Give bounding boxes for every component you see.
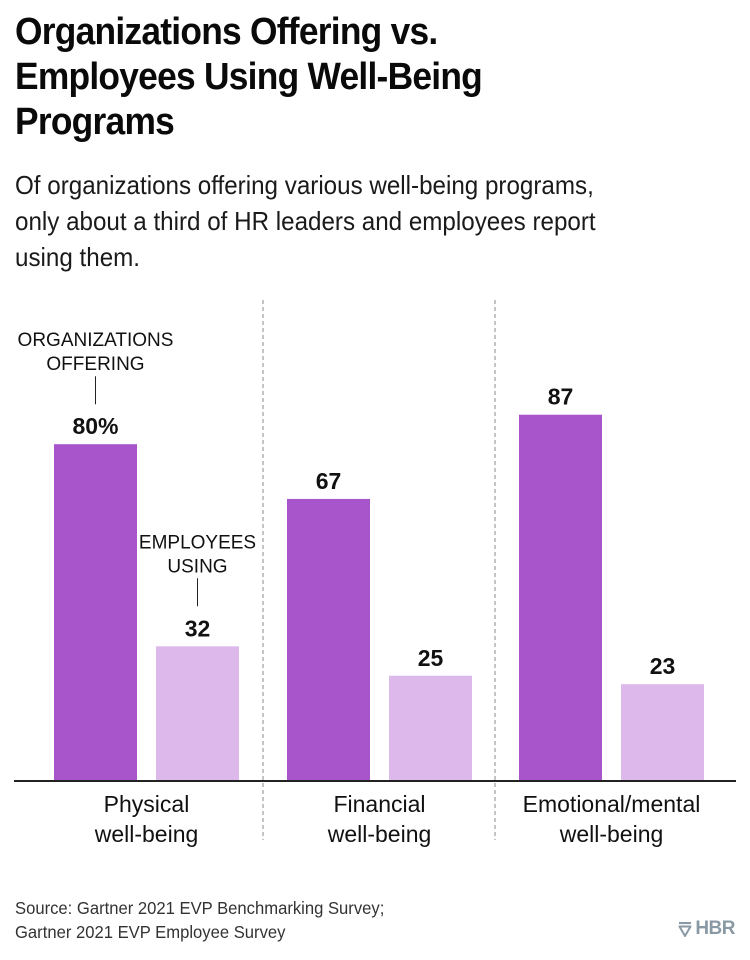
bar-using xyxy=(389,675,472,781)
title-line: Employees Using Well-Being xyxy=(15,56,483,98)
source-line: Gartner 2021 EVP Employee Survey xyxy=(15,922,286,942)
bar-using xyxy=(621,684,704,781)
title-line: Programs xyxy=(15,101,175,143)
hbr-logo-text: HBR xyxy=(695,918,735,939)
subtitle-line: only about a third of HR leaders and emp… xyxy=(15,206,596,236)
bar-offering xyxy=(54,444,137,781)
series-annotation: OFFERING xyxy=(46,354,144,375)
series-annotation: USING xyxy=(167,556,227,577)
hbr-shield-icon xyxy=(678,921,692,937)
source-note: Source: Gartner 2021 EVP Benchmarking Su… xyxy=(15,896,384,944)
category-label: well-being xyxy=(327,821,432,847)
bar-using xyxy=(156,646,239,781)
category-label: Emotional/mental xyxy=(523,791,701,817)
bar-value-label: 32 xyxy=(185,615,211,641)
category-label: Physical xyxy=(104,791,190,817)
subtitle-line: Of organizations offering various well-b… xyxy=(15,170,594,200)
bar-value-label: 80% xyxy=(72,413,118,439)
chart-title: Organizations Offering vs. Employees Usi… xyxy=(15,10,685,145)
series-annotation: ORGANIZATIONS xyxy=(18,330,174,351)
subtitle-line: using them. xyxy=(15,242,140,272)
title-line: Organizations Offering vs. xyxy=(15,11,438,53)
category-label: well-being xyxy=(94,821,199,847)
bar-value-label: 23 xyxy=(650,653,676,679)
bar-value-label: 67 xyxy=(316,468,342,494)
series-annotation: EMPLOYEES xyxy=(139,532,256,553)
bar-value-label: 87 xyxy=(548,384,574,410)
hbr-logo: HBR xyxy=(678,918,735,940)
bar-offering xyxy=(519,414,602,781)
bar-value-label: 25 xyxy=(418,645,444,671)
category-label: well-being xyxy=(559,821,664,847)
bar-chart: 80% 67 87 32 25 23 Physical well-being Financial… xyxy=(14,300,736,847)
source-line: Source: Gartner 2021 EVP Benchmarking Su… xyxy=(15,898,385,918)
bar-offering xyxy=(287,498,370,781)
category-label: Financial xyxy=(333,791,425,817)
chart-subtitle: Of organizations offering various well-b… xyxy=(15,167,703,275)
